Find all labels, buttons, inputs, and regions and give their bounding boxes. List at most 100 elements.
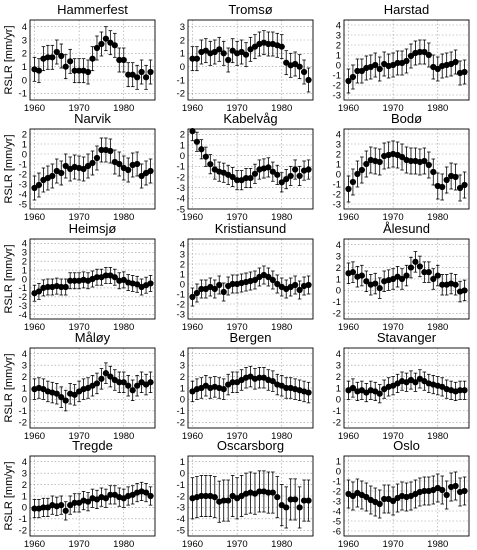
data-point bbox=[274, 476, 281, 519]
data-point bbox=[287, 165, 294, 186]
y-tick-label: -2 bbox=[333, 80, 341, 91]
y-tick-label: -5 bbox=[19, 199, 27, 210]
y-tick-label: 2 bbox=[336, 263, 341, 274]
data-point bbox=[305, 479, 312, 522]
y-tick-label: -1 bbox=[333, 406, 341, 417]
x-tick-label: 1960 bbox=[182, 322, 203, 333]
y-tick-label: 1 bbox=[336, 159, 341, 170]
y-tick-label: -2 bbox=[19, 169, 27, 180]
data-point bbox=[398, 268, 406, 290]
x-tick-label: 1980 bbox=[427, 539, 448, 550]
data-point bbox=[98, 137, 105, 163]
y-tick-label: -2 bbox=[19, 418, 27, 429]
data-point bbox=[287, 478, 294, 521]
data-point bbox=[407, 147, 415, 175]
data-point bbox=[198, 139, 205, 160]
y-tick-label: 2 bbox=[336, 372, 341, 383]
point-marker bbox=[44, 283, 51, 291]
point-marker bbox=[138, 68, 145, 76]
data-point bbox=[349, 378, 357, 398]
y-tick-label: 0 bbox=[336, 466, 341, 477]
data-point bbox=[305, 159, 312, 180]
y-tick-label: 3 bbox=[22, 468, 27, 479]
panel-title: Måløy bbox=[75, 330, 111, 345]
data-point bbox=[300, 479, 308, 522]
data-point bbox=[89, 375, 96, 397]
point-marker bbox=[93, 44, 101, 52]
data-point bbox=[62, 501, 69, 521]
data-point bbox=[220, 282, 227, 302]
y-tick-label: -1 bbox=[177, 480, 185, 491]
point-marker bbox=[403, 57, 410, 65]
point-marker bbox=[421, 487, 428, 495]
x-tick-label: 1960 bbox=[338, 103, 359, 114]
data-point bbox=[211, 279, 218, 299]
data-point bbox=[142, 483, 150, 503]
point-marker bbox=[93, 380, 101, 387]
data-point bbox=[363, 270, 370, 292]
y-tick-label: 4 bbox=[336, 20, 341, 31]
y-tick-label: -1 bbox=[19, 89, 27, 100]
data-point bbox=[116, 371, 123, 393]
data-point bbox=[425, 42, 432, 68]
data-point bbox=[107, 365, 114, 388]
data-point bbox=[305, 275, 312, 295]
data-point bbox=[53, 39, 60, 65]
point-marker bbox=[461, 68, 468, 76]
y-tick-label: 1 bbox=[336, 383, 341, 394]
x-tick-label: 1970 bbox=[227, 212, 248, 223]
point-marker bbox=[202, 492, 209, 500]
point-marker bbox=[269, 276, 276, 284]
data-point bbox=[421, 147, 428, 175]
data-point bbox=[216, 36, 223, 62]
data-point bbox=[456, 174, 464, 202]
y-tick-label: -1 bbox=[333, 70, 341, 81]
y-tick-label: 0 bbox=[22, 395, 27, 406]
point-marker bbox=[62, 63, 69, 70]
data-point bbox=[283, 50, 290, 76]
point-marker bbox=[58, 169, 65, 177]
data-point bbox=[349, 168, 357, 196]
data-point bbox=[358, 264, 365, 287]
point-marker bbox=[265, 489, 272, 496]
point-marker bbox=[193, 138, 201, 145]
data-point bbox=[89, 150, 96, 176]
y-tick-label: 3 bbox=[180, 249, 185, 260]
y-tick-label: 2 bbox=[22, 49, 27, 60]
data-point bbox=[292, 478, 299, 521]
point-marker bbox=[412, 258, 419, 265]
data-point bbox=[134, 275, 141, 293]
data-point bbox=[44, 278, 51, 296]
y-tick-label: -1 bbox=[177, 406, 185, 417]
y-tick-label: 0 bbox=[22, 274, 27, 285]
plot-frame bbox=[187, 238, 314, 320]
data-point bbox=[193, 46, 201, 72]
point-marker bbox=[142, 74, 150, 81]
point-marker bbox=[269, 378, 276, 385]
point-marker bbox=[256, 488, 263, 495]
point-marker bbox=[35, 288, 43, 295]
x-tick-label: 1970 bbox=[69, 103, 90, 114]
x-tick-label: 1960 bbox=[338, 322, 359, 333]
data-point bbox=[292, 275, 299, 295]
data-point bbox=[234, 170, 241, 191]
y-tick-label: -5 bbox=[333, 516, 341, 527]
data-point bbox=[251, 270, 259, 290]
point-marker bbox=[425, 161, 432, 169]
data-point bbox=[120, 488, 127, 508]
point-marker bbox=[71, 67, 78, 74]
y-axis-label: RSLR [mm/yr] bbox=[3, 353, 15, 422]
data-point bbox=[443, 480, 450, 510]
y-tick-label: 4 bbox=[336, 349, 341, 360]
point-marker bbox=[274, 171, 281, 178]
data-point bbox=[403, 264, 410, 287]
point-marker bbox=[363, 493, 370, 501]
point-marker bbox=[278, 43, 285, 50]
y-tick-label: -2 bbox=[177, 418, 185, 429]
point-marker bbox=[376, 158, 383, 166]
point-marker bbox=[102, 495, 109, 502]
y-tick-label: 3 bbox=[336, 360, 341, 371]
point-marker bbox=[398, 153, 406, 161]
